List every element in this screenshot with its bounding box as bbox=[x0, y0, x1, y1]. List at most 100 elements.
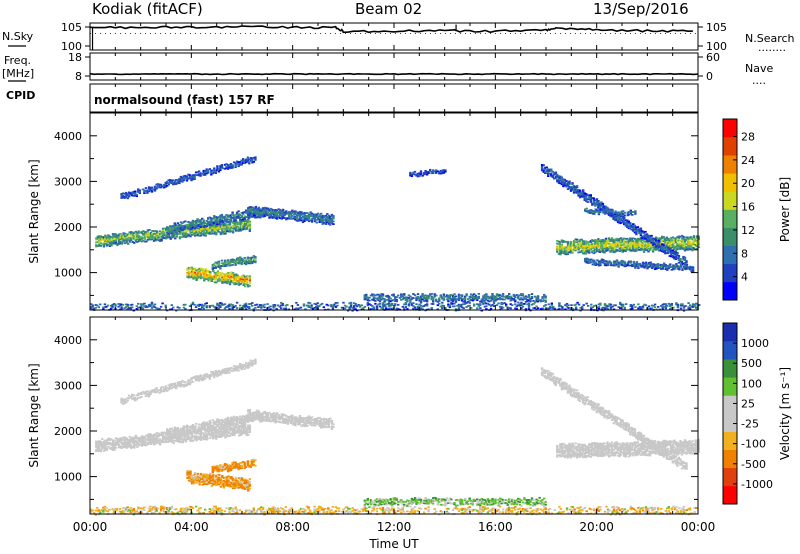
range-cell bbox=[98, 239, 101, 242]
range-cell bbox=[682, 255, 685, 258]
range-cell bbox=[375, 293, 379, 296]
range-cell bbox=[671, 236, 675, 239]
range-cell bbox=[559, 250, 562, 253]
range-cell bbox=[117, 237, 121, 240]
range-cell bbox=[477, 303, 480, 306]
range-cell bbox=[250, 211, 253, 214]
range-cell bbox=[594, 208, 597, 211]
range-cell bbox=[589, 244, 592, 246]
range-cell bbox=[661, 237, 664, 239]
range-cell bbox=[196, 271, 200, 274]
range-cell bbox=[632, 228, 635, 231]
range-cell bbox=[547, 173, 550, 176]
range-cell bbox=[211, 220, 214, 223]
range-cell bbox=[266, 211, 270, 214]
range-cell bbox=[125, 306, 128, 308]
range-cell bbox=[542, 164, 545, 167]
range-cell bbox=[201, 217, 204, 220]
range-cell bbox=[155, 238, 159, 241]
range-cell bbox=[95, 237, 98, 240]
range-cell bbox=[102, 245, 106, 248]
range-cell bbox=[228, 303, 231, 306]
range-cell bbox=[122, 232, 125, 235]
range-cell bbox=[107, 243, 110, 246]
range-cell bbox=[107, 441, 110, 444]
range-cell bbox=[669, 264, 672, 267]
range-cell bbox=[590, 209, 593, 211]
range-cell bbox=[159, 305, 163, 308]
range-cell bbox=[329, 221, 332, 223]
range-cell bbox=[214, 306, 217, 309]
range-cell bbox=[242, 160, 245, 163]
range-cell bbox=[261, 305, 265, 307]
range-cell bbox=[353, 302, 356, 305]
range-cell bbox=[131, 235, 134, 238]
range-cell bbox=[515, 305, 518, 308]
range-cell bbox=[658, 266, 661, 269]
range-cell bbox=[678, 265, 681, 268]
range-cell bbox=[560, 245, 564, 247]
range-cell bbox=[120, 234, 124, 237]
range-cell bbox=[360, 308, 363, 311]
range-cell bbox=[165, 236, 168, 239]
range-cell bbox=[353, 305, 356, 307]
range-cell bbox=[222, 223, 226, 226]
range-cell bbox=[146, 436, 150, 439]
range-cell bbox=[160, 237, 163, 239]
range-cell bbox=[365, 297, 368, 300]
range-cell bbox=[609, 238, 612, 241]
range-cell bbox=[465, 293, 468, 296]
range-cell bbox=[302, 303, 306, 306]
range-cell bbox=[178, 229, 181, 232]
range-cell bbox=[196, 270, 200, 273]
range-cell bbox=[486, 295, 490, 298]
range-cell bbox=[131, 442, 134, 444]
range-cell bbox=[598, 206, 602, 209]
range-cell bbox=[544, 296, 547, 299]
range-cell bbox=[637, 267, 640, 269]
range-cell bbox=[380, 307, 383, 309]
range-cell bbox=[166, 441, 169, 444]
range-cell bbox=[577, 303, 581, 306]
range-cell bbox=[371, 294, 374, 297]
range-cell bbox=[245, 221, 248, 223]
range-cell bbox=[154, 433, 157, 435]
range-cell bbox=[604, 205, 608, 208]
range-cell bbox=[645, 233, 649, 236]
range-cell bbox=[580, 195, 583, 198]
range-cell bbox=[216, 302, 219, 305]
range-cell bbox=[129, 304, 132, 306]
range-cell bbox=[569, 247, 573, 250]
range-cell bbox=[158, 240, 162, 242]
range-cell bbox=[241, 279, 244, 282]
range-cell bbox=[283, 213, 286, 215]
range-cell bbox=[463, 298, 467, 301]
range-cell bbox=[96, 237, 99, 239]
range-cell bbox=[585, 257, 588, 260]
range-cell bbox=[216, 262, 219, 265]
range-cell bbox=[114, 233, 118, 236]
range-cell bbox=[655, 263, 658, 266]
range-cell bbox=[635, 229, 638, 232]
range-cell bbox=[240, 212, 243, 214]
range-cell bbox=[529, 299, 532, 301]
range-cell bbox=[617, 263, 620, 265]
range-cell bbox=[213, 277, 216, 280]
range-cell bbox=[222, 233, 226, 235]
range-cell bbox=[682, 257, 685, 260]
range-cell bbox=[127, 439, 130, 441]
range-cell bbox=[190, 273, 194, 276]
range-cell bbox=[650, 263, 654, 265]
range-cell bbox=[108, 243, 112, 246]
range-cell bbox=[674, 240, 678, 242]
range-cell bbox=[416, 293, 420, 295]
range-cell bbox=[587, 259, 590, 262]
range-cell bbox=[418, 173, 421, 176]
range-cell bbox=[527, 306, 531, 309]
range-cell bbox=[187, 273, 191, 276]
range-cell bbox=[282, 212, 285, 215]
range-cell bbox=[670, 238, 673, 241]
range-cell bbox=[506, 308, 509, 310]
range-cell bbox=[407, 304, 411, 307]
range-cell bbox=[506, 296, 509, 299]
